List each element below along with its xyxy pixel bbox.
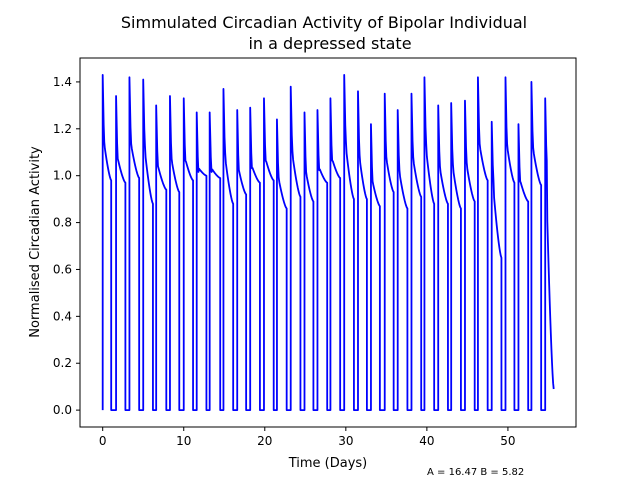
x-axis-ticks: 0 10 20 30 40 50 [99, 427, 516, 448]
x-tick-label: 30 [338, 434, 353, 448]
plot-frame [79, 57, 577, 428]
y-tick-label: 0.0 [53, 403, 72, 417]
y-tick-label: 1.4 [53, 75, 72, 89]
plot-area [79, 57, 577, 428]
x-tick-label: 50 [500, 434, 515, 448]
x-axis-label: Time (Days) [288, 456, 368, 471]
x-tick-label: 0 [99, 434, 107, 448]
y-tick-label: 0.4 [53, 309, 72, 323]
y-tick-label: 1.2 [53, 122, 72, 136]
x-tick-label: 20 [257, 434, 272, 448]
chart-title-line-2: in a depressed state [248, 34, 411, 53]
y-tick-label: 0.6 [53, 262, 72, 276]
y-tick-label: 1.0 [53, 169, 72, 183]
y-tick-label: 0.8 [53, 216, 72, 230]
y-tick-label: 0.2 [53, 356, 72, 370]
parameter-annotation: A = 16.47 B = 5.82 [427, 467, 524, 478]
y-axis-label: Normalised Circadian Activity [28, 146, 43, 338]
y-axis-ticks: 0.0 0.2 0.4 0.6 0.8 1.0 1.2 1.4 [53, 75, 80, 417]
x-tick-label: 40 [419, 434, 434, 448]
activity-series-line [101, 73, 555, 412]
chart-title-line-1: Simmulated Circadian Activity of Bipolar… [121, 13, 527, 32]
x-tick-label: 10 [176, 434, 191, 448]
